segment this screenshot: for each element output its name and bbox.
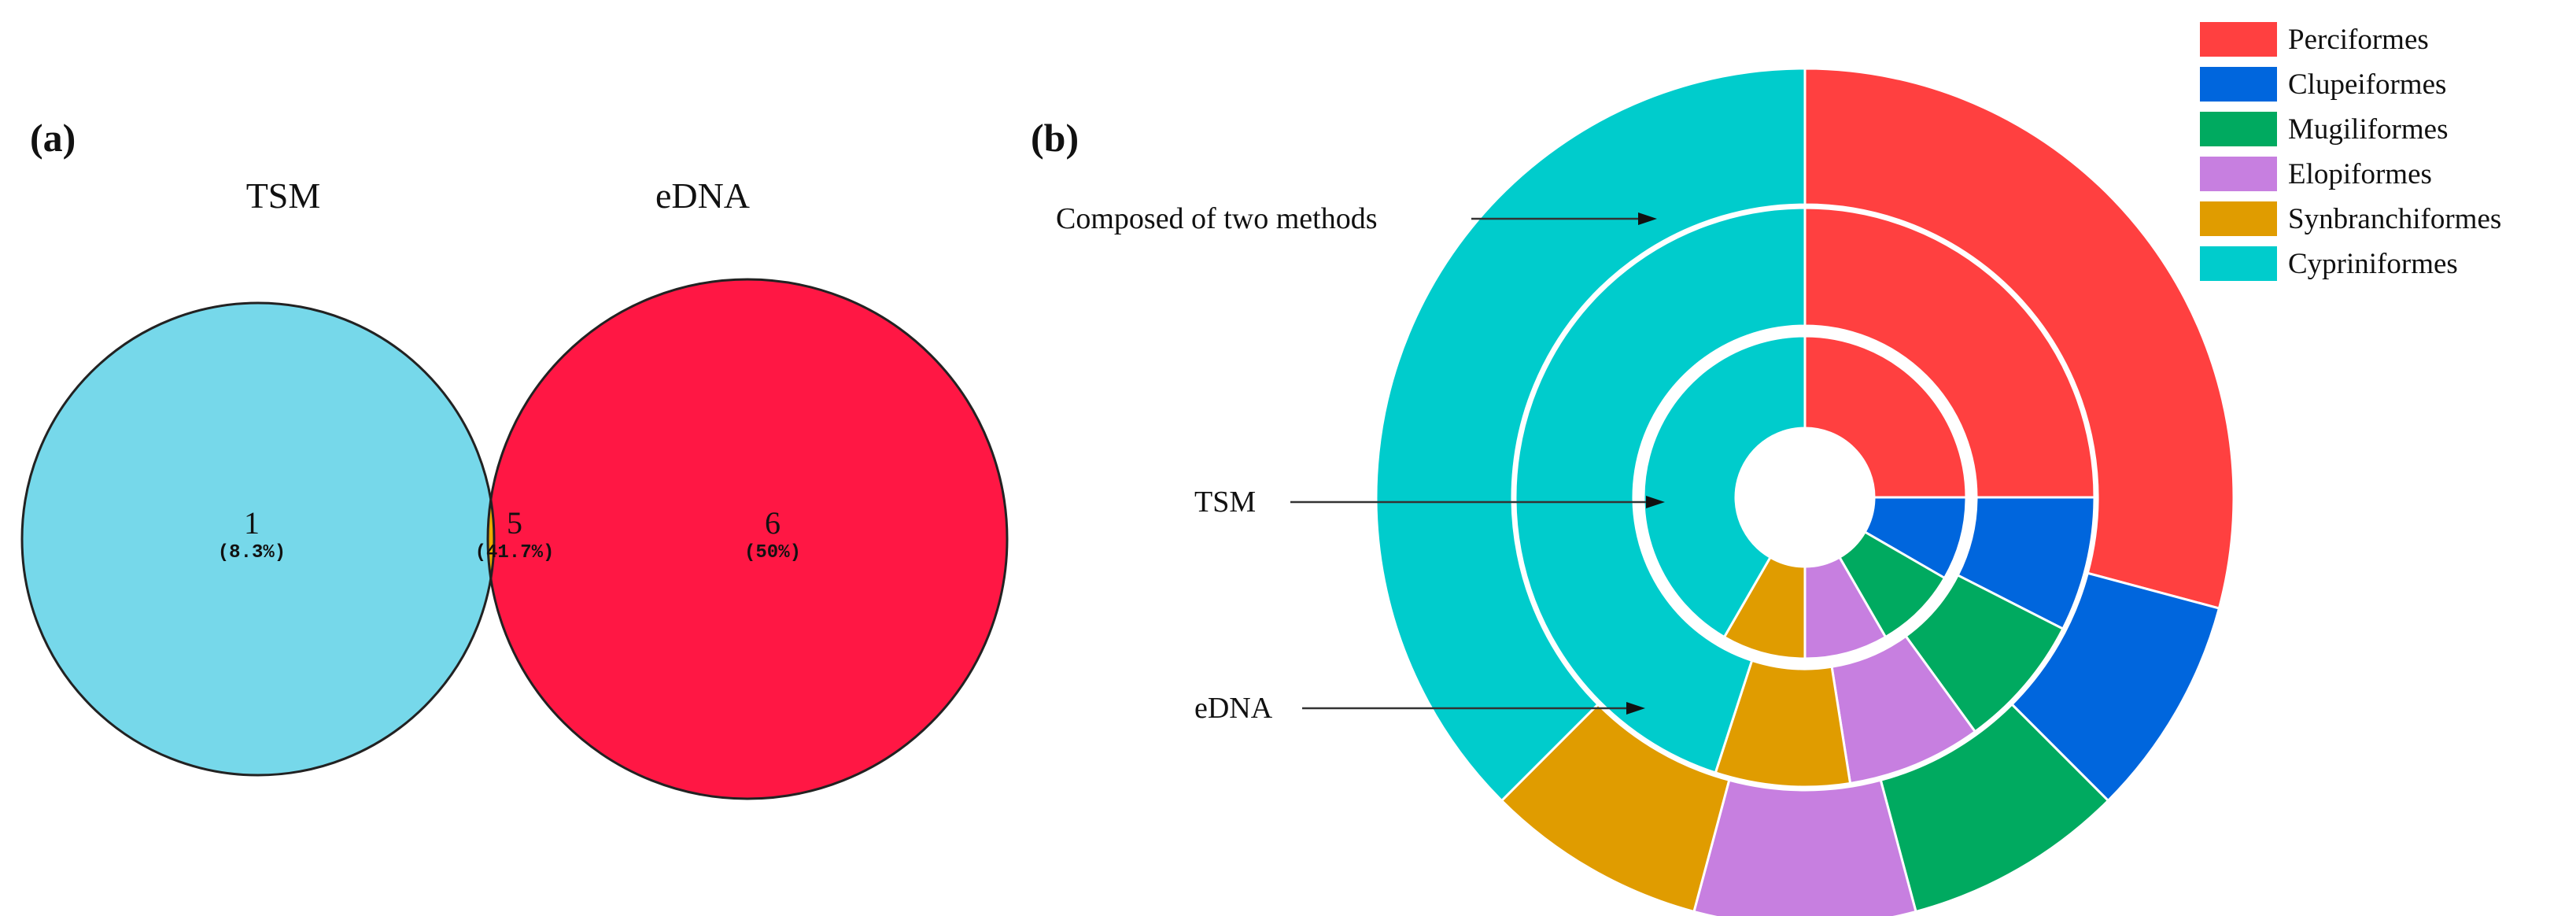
venn-count-tsm-only: 1: [244, 505, 260, 541]
legend-swatch-perciformes: [2200, 22, 2277, 57]
venn-circle-tsm: [22, 303, 494, 775]
donut-chart: [1375, 67, 2235, 916]
legend: Perciformes Clupeiformes Mugiliformes Elopi…: [2200, 22, 2501, 281]
venn-circle-tsm-outline: [20, 301, 496, 777]
venn-pct-both: (41.7%): [475, 542, 555, 563]
donut-annotations: Composed of two methods TSM eDNA: [1056, 202, 1665, 725]
legend-swatch-elopiformes: [2200, 157, 2277, 191]
legend-label-clupeiformes: Clupeiformes: [2288, 68, 2446, 101]
legend-swatch-cypriniformes: [2200, 246, 2277, 281]
legend-label-cypriniformes: Cypriniformes: [2288, 248, 2458, 280]
annotation-label-tsm: TSM: [1194, 486, 1256, 519]
venn-set-label-tsm: TSM: [246, 175, 321, 216]
legend-swatch-synbranchiformes: [2200, 201, 2277, 236]
legend-label-synbranchiformes: Synbranchiformes: [2288, 203, 2501, 235]
annotation-label-composed: Composed of two methods: [1056, 202, 1377, 235]
annotation-arrowhead-edna: [1626, 702, 1645, 715]
venn-count-both: 5: [507, 505, 522, 541]
legend-swatch-mugiliformes: [2200, 112, 2277, 146]
venn-set-label-edna: eDNA: [655, 175, 750, 216]
venn-circle-edna-outline: [486, 278, 1009, 800]
legend-swatch-clupeiformes: [2200, 67, 2277, 102]
donut-segment-edna-cypriniformes: [1514, 206, 1807, 774]
donut-segment-edna-perciformes: [1803, 206, 2096, 499]
donut-segment-composed-of-two-methods-perciformes: [1803, 67, 2235, 610]
venn-circle-edna: [488, 279, 1007, 799]
panel-a-label: (a): [30, 116, 76, 160]
annotation-label-edna: eDNA: [1194, 692, 1273, 725]
venn-diagram: TSM eDNA 1 (8.3%) 5 (41.7%) 6 (50%): [20, 175, 1009, 800]
panel-b-label: (b): [1031, 116, 1079, 160]
legend-label-mugiliformes: Mugiliformes: [2288, 113, 2448, 146]
legend-label-elopiformes: Elopiformes: [2288, 158, 2432, 190]
legend-label-perciformes: Perciformes: [2288, 24, 2429, 56]
donut-segment-tsm-perciformes: [1803, 334, 1968, 499]
donut-segment-composed-of-two-methods-elopiformes: [1692, 778, 1917, 916]
donut-segment-composed-of-two-methods-cypriniformes: [1375, 67, 1807, 803]
annotation-arrowhead-composed: [1638, 212, 1657, 225]
annotation-arrowhead-tsm: [1646, 496, 1665, 508]
venn-pct-edna-only: (50%): [744, 542, 801, 563]
donut-segment-tsm-cypriniformes: [1642, 334, 1807, 639]
venn-count-edna-only: 6: [765, 505, 781, 541]
venn-pct-tsm-only: (8.3%): [218, 542, 286, 563]
